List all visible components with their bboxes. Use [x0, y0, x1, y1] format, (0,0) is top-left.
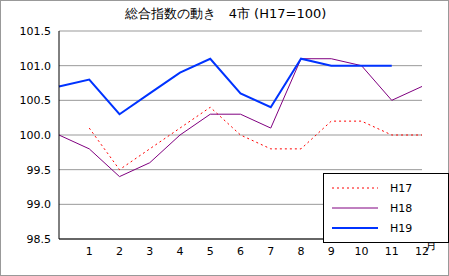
- svg-text:100.0: 100.0: [20, 129, 52, 142]
- html-text:総合指数の動き 4市 (H17=100): 総合指数の動き 4市 (H17=100): [124, 6, 327, 21]
- svg-text:1: 1: [86, 245, 93, 258]
- svg-text:101.5: 101.5: [20, 25, 52, 38]
- svg-text:98.5: 98.5: [27, 233, 52, 246]
- svg-text:12: 12: [415, 244, 429, 258]
- svg-text:6: 6: [237, 245, 244, 258]
- svg-text:10: 10: [355, 245, 369, 258]
- html-text:月: 月: [425, 238, 437, 252]
- svg-text:8: 8: [298, 245, 305, 258]
- html-text:H18: H18: [390, 201, 413, 215]
- html-text:H19: H19: [390, 221, 413, 235]
- svg-text:7: 7: [267, 245, 274, 258]
- svg-text:2: 2: [116, 245, 123, 258]
- svg-text:99.0: 99.0: [27, 198, 52, 211]
- svg-text:4: 4: [177, 245, 184, 258]
- html-text:H17: H17: [390, 181, 413, 195]
- svg-text:3: 3: [146, 245, 153, 258]
- svg-text:99.5: 99.5: [27, 164, 52, 177]
- svg-text:5: 5: [207, 245, 214, 258]
- svg-text:11: 11: [385, 245, 399, 258]
- svg-text:100.5: 100.5: [20, 94, 52, 107]
- svg-text:101.0: 101.0: [20, 60, 52, 73]
- svg-text:9: 9: [328, 245, 335, 258]
